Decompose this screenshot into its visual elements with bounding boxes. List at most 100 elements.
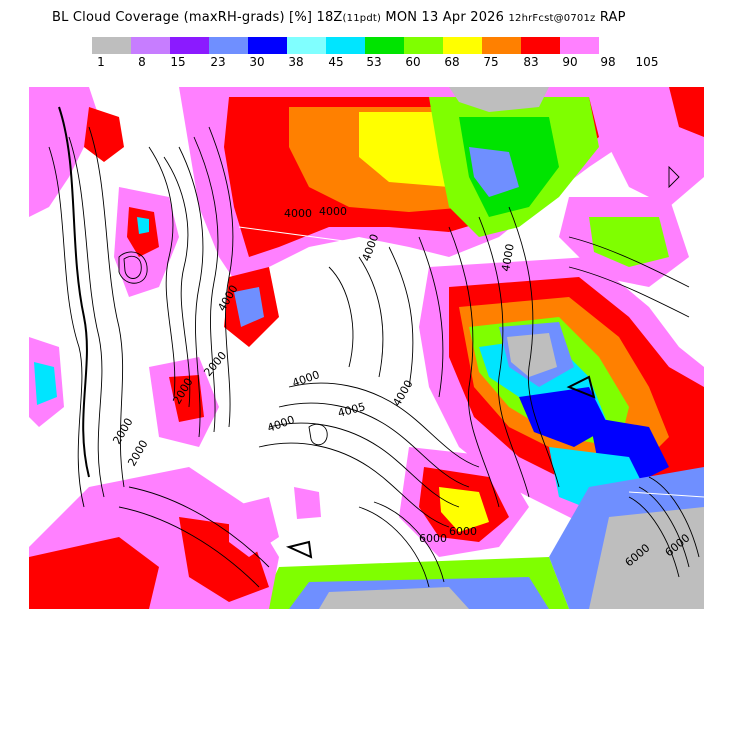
fill-region-cyan (137, 217, 149, 234)
legend-tick-label: 23 (210, 55, 226, 69)
fill-region-gray (589, 507, 704, 609)
contour-label: 6000 (449, 525, 477, 538)
coverage-fill-layer (29, 87, 704, 609)
contour-loop (123, 255, 142, 279)
legend-swatch (404, 37, 443, 54)
fill-region-red (29, 537, 159, 609)
fill-region-red (169, 375, 204, 422)
legend-tick-label: 68 (444, 55, 460, 69)
contour-line (568, 266, 690, 318)
contour-line (193, 136, 219, 433)
chart-title: BL Cloud Coverage (maxRH-grads) [%] 18Z(… (52, 10, 626, 25)
coastline (58, 106, 90, 478)
legend-swatch (482, 37, 521, 54)
legend-swatch (170, 37, 209, 54)
state-border (238, 226, 390, 248)
contour-line (418, 236, 444, 398)
legend-swatch (248, 37, 287, 54)
legend-tick-label: 98 (600, 55, 616, 69)
contour-line (568, 236, 690, 288)
contour-line (118, 506, 260, 588)
title-fcst-hour: (11pdt) (342, 13, 382, 24)
contour-label: 4000 (284, 207, 312, 220)
fill-region-red (84, 107, 124, 162)
contour-label: 4000 (499, 243, 517, 273)
title-run: 12hrFcst@0701z (508, 13, 596, 24)
fill-region-pink (294, 487, 321, 519)
fill-region-lime (589, 217, 669, 267)
contour-line (258, 442, 450, 528)
contour-line (288, 382, 480, 468)
fill-region-gray (507, 333, 557, 377)
legend-tick-label: 83 (523, 55, 539, 69)
contour-line (478, 216, 530, 498)
title-model: RAP (595, 10, 626, 25)
contour-loop (308, 423, 328, 446)
fill-region-gray (449, 87, 549, 112)
legend-tick-label: 75 (483, 55, 499, 69)
legend-tick-label: 53 (366, 55, 382, 69)
legend-swatch (365, 37, 404, 54)
fill-region-pink (29, 87, 99, 217)
contour-line (128, 486, 270, 568)
state-border (628, 491, 704, 498)
contour-line (648, 476, 700, 558)
legend-tick-label: 1 (97, 55, 105, 69)
contour-line (388, 246, 414, 388)
fill-region-cyan (34, 362, 57, 405)
contour-line (448, 226, 500, 508)
terrain-contour-layer (48, 126, 700, 588)
contour-line (48, 146, 85, 508)
contour-loop (118, 251, 148, 284)
legend-swatch (92, 37, 131, 54)
contour-line (508, 206, 560, 488)
legend-swatch (521, 37, 560, 54)
contour-line (268, 422, 460, 508)
legend-tick-label: 15 (170, 55, 186, 69)
contour-line (373, 501, 445, 583)
contour-line (68, 136, 105, 498)
contour-line (358, 256, 384, 378)
fill-region-blue-dark (519, 387, 609, 447)
fill-region-blue (469, 147, 519, 197)
contour-label: 6000 (419, 532, 447, 545)
contour-marker (668, 165, 680, 189)
legend-tick-label: 105 (635, 55, 659, 69)
color-legend (92, 37, 599, 54)
fill-region-gray (319, 587, 469, 609)
legend-tick-label: 38 (288, 55, 304, 69)
contour-line (638, 486, 690, 568)
contour-line (358, 506, 430, 588)
legend-tick-label: 45 (328, 55, 344, 69)
legend-swatch (287, 37, 326, 54)
fill-region-red (669, 87, 704, 137)
contour-line (178, 146, 204, 438)
fill-region-pink (589, 87, 704, 207)
legend-swatch (560, 37, 599, 54)
legend-tick-labels: 1 8 15 23 30 38 45 53 60 68 75 83 90 98 105 (0, 55, 734, 71)
boundary-marker (566, 375, 596, 399)
contour-line (278, 402, 470, 488)
boundary-layer (58, 106, 596, 559)
contour-line (148, 146, 176, 398)
title-main: BL Cloud Coverage (maxRH-grads) [%] 18Z (52, 10, 343, 25)
legend-tick-label: 90 (562, 55, 578, 69)
legend-tick-label: 30 (249, 55, 265, 69)
legend-tick-label: 8 (138, 55, 146, 69)
contour-line (208, 126, 234, 428)
fill-region-blue (234, 287, 264, 327)
legend-tick-label: 60 (405, 55, 421, 69)
legend-swatch (326, 37, 365, 54)
legend-swatch (443, 37, 482, 54)
contour-label: 4000 (319, 205, 347, 218)
contour-line (628, 496, 680, 578)
title-date: MON 13 Apr 2026 (381, 10, 509, 25)
contour-line (328, 266, 354, 368)
fill-region-yellow (439, 487, 489, 532)
boundary-marker (285, 540, 313, 559)
legend-swatch (131, 37, 170, 54)
contour-line (163, 156, 191, 408)
legend-swatch (209, 37, 248, 54)
contour-line (88, 126, 125, 488)
